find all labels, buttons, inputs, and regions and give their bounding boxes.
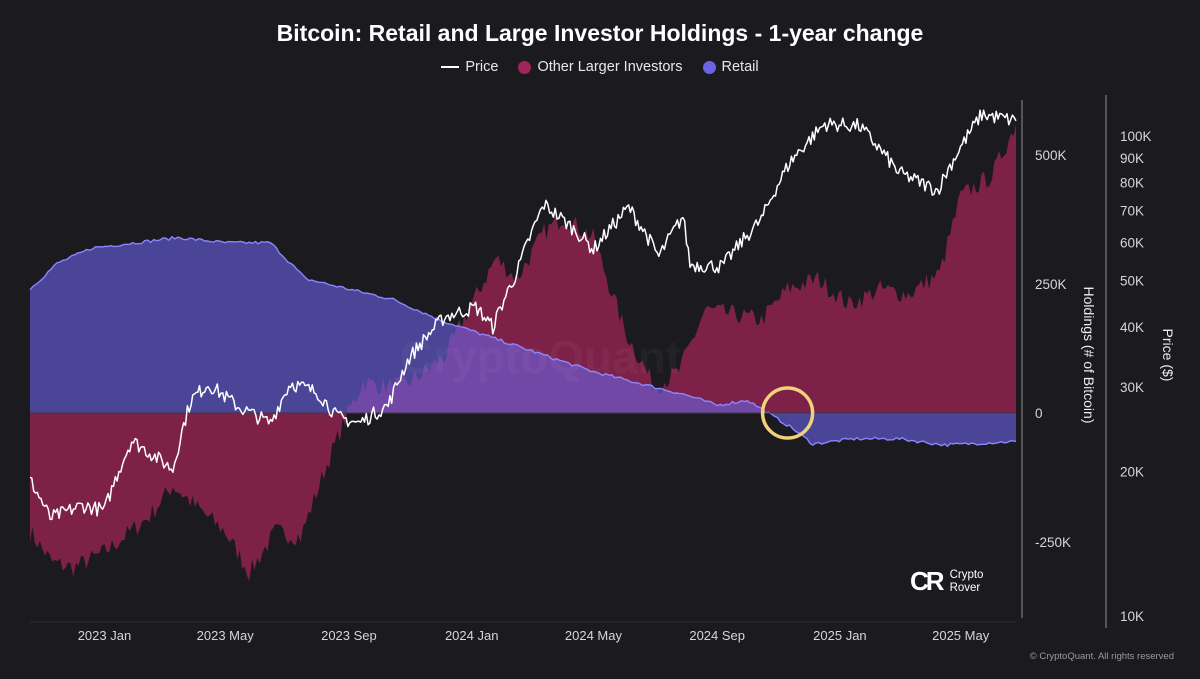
logo-line-1: Crypto [949, 568, 984, 581]
price-line [29, 109, 1017, 521]
watermark: CryptoQuant [400, 330, 681, 384]
holdings-tick-label: -250K [1035, 535, 1071, 550]
retail-line [29, 235, 1017, 448]
x-tick-label: 2023 May [197, 628, 255, 643]
legend-item-retail[interactable]: Retail [702, 59, 759, 75]
holdings-tick-label: 250K [1035, 277, 1067, 292]
x-tick-label: 2023 Jan [78, 628, 132, 643]
x-tick-label: 2025 Jan [813, 628, 867, 643]
legend-label-price: Price [465, 59, 499, 75]
x-tick-label: 2024 Sep [689, 628, 745, 643]
legend-swatch-retail [702, 60, 716, 74]
logo-text: Crypto Rover [950, 569, 984, 595]
price-tick-label: 90K [1120, 151, 1144, 166]
highlight-circle [760, 386, 815, 440]
legend-label-larger-investors: Other Larger Investors [537, 59, 683, 75]
legend-item-price[interactable]: Price [441, 59, 498, 75]
price-tick-label: 80K [1120, 176, 1144, 191]
price-tick-label: 30K [1120, 380, 1144, 395]
holdings-tick-label: 0 [1035, 406, 1043, 421]
price-tick-label: 70K [1120, 203, 1144, 218]
logo-mark: CR [910, 566, 945, 596]
retail-area [30, 236, 1016, 447]
price-axis-title: Price ($) [1160, 329, 1176, 382]
legend: Price Other Larger Investors Retail [0, 59, 1200, 75]
legend-swatch-larger-investors [518, 60, 532, 74]
x-tick-label: 2023 Sep [321, 628, 377, 643]
annotation-layer [760, 386, 815, 440]
crypto-rover-logo: CR Crypto Rover [910, 566, 983, 597]
legend-item-larger-investors[interactable]: Other Larger Investors [518, 59, 683, 75]
price-layer [29, 109, 1017, 521]
price-tick-label: 100K [1120, 129, 1152, 144]
legend-swatch-price [441, 66, 460, 68]
copyright-notice: © CryptoQuant. All rights reserved [1029, 651, 1174, 662]
x-tick-label: 2024 Jan [445, 628, 499, 643]
price-tick-label: 10K [1120, 609, 1144, 624]
holdings-axis-title: Holdings (# of Bitcoin) [1081, 287, 1097, 424]
areas-layer [29, 124, 1017, 582]
holdings-tick-label: 500K [1035, 148, 1067, 163]
axes-layer [30, 95, 1107, 628]
price-tick-label: 60K [1120, 235, 1144, 250]
x-tick-label: 2025 May [932, 628, 990, 643]
price-tick-label: 50K [1120, 273, 1144, 288]
price-tick-label: 40K [1120, 320, 1144, 335]
legend-label-retail: Retail [721, 59, 759, 75]
x-tick-label: 2024 May [565, 628, 623, 643]
labels-layer: 500K 250K 0 -250K 100K 90K 80K 70K 60K 50K 40K 30K 2… [78, 129, 1176, 643]
logo-line-2: Rover [949, 581, 981, 594]
chart-title: Bitcoin: Retail and Large Investor Holdi… [276, 20, 924, 46]
price-tick-label: 20K [1120, 465, 1144, 480]
